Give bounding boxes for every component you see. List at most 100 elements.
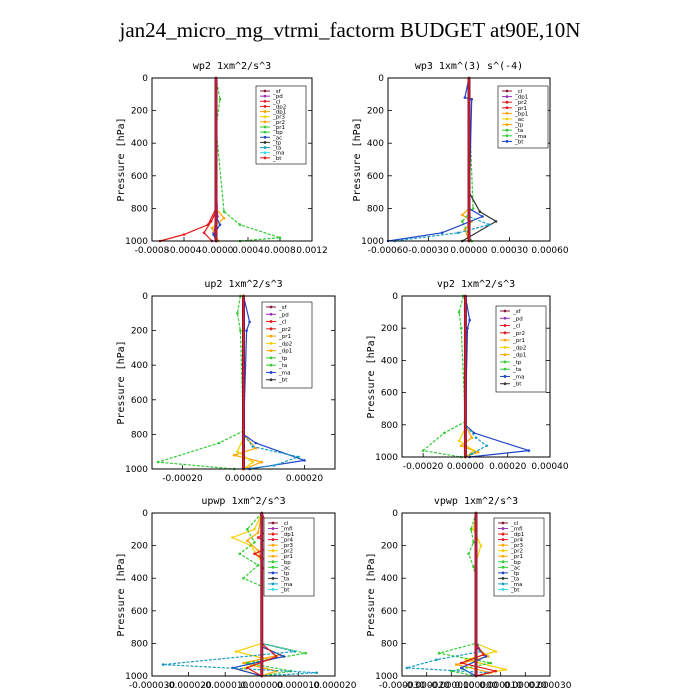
legend-entry: _bp1 bbox=[514, 111, 528, 117]
legend-entry: _cl bbox=[278, 320, 287, 326]
y-tick-label: 600 bbox=[131, 172, 148, 182]
legend-entry: _tp bbox=[272, 140, 282, 146]
data-point bbox=[272, 464, 276, 467]
y-tick-label: 200 bbox=[381, 542, 398, 552]
legend-entry: _pr2 bbox=[514, 100, 527, 106]
legend-entry: _pr3 bbox=[510, 543, 524, 549]
legend-marker bbox=[501, 560, 505, 564]
legend-marker bbox=[501, 532, 505, 536]
legend-marker bbox=[271, 532, 275, 536]
legend-marker bbox=[503, 375, 507, 378]
x-tick-label: -0.0004 bbox=[167, 246, 202, 256]
legend-entry: _pr1 bbox=[510, 554, 523, 560]
x-tick-label: 0.00060 bbox=[531, 246, 568, 256]
legend-entry: _ta bbox=[280, 576, 289, 582]
data-point bbox=[278, 236, 282, 239]
data-point bbox=[297, 455, 300, 459]
x-tick-label: 0.0004 bbox=[232, 246, 264, 256]
data-point bbox=[182, 233, 186, 236]
data-point bbox=[212, 233, 215, 236]
data-point bbox=[494, 669, 498, 673]
legend-entry: _ma bbox=[278, 370, 290, 376]
legend-marker bbox=[505, 100, 509, 104]
data-point bbox=[471, 207, 475, 210]
legend-marker bbox=[505, 106, 509, 110]
x-tick-label: 0.00040 bbox=[531, 462, 568, 472]
legend-entry: _sf bbox=[272, 89, 282, 95]
legend-entry: _tp bbox=[280, 571, 290, 577]
legend-marker bbox=[269, 334, 273, 338]
legend-entry: _ac bbox=[510, 565, 520, 571]
data-point bbox=[236, 312, 239, 315]
legend-marker bbox=[505, 112, 509, 115]
data-point bbox=[405, 666, 409, 670]
panel-title: vpwp 1xm^2/s^3 bbox=[434, 496, 518, 507]
x-tick-label: 0.00000 bbox=[225, 474, 262, 484]
y-axis-label: Pressure [hPa] bbox=[116, 117, 127, 201]
data-point bbox=[440, 231, 444, 235]
data-point bbox=[494, 220, 498, 223]
data-point bbox=[256, 536, 260, 539]
legend-entry: _tp bbox=[278, 356, 288, 362]
y-axis-label: Pressure [hPa] bbox=[116, 340, 127, 424]
series-line-pr1 bbox=[456, 513, 491, 677]
legend-entry: _sf bbox=[278, 305, 288, 311]
y-tick-label: 400 bbox=[381, 574, 398, 584]
legend-marker bbox=[505, 95, 509, 98]
x-tick-label: 0.000020 bbox=[314, 681, 357, 691]
y-tick-label: 400 bbox=[131, 139, 148, 149]
series-line-ma bbox=[394, 78, 492, 242]
legend-entry: _tp bbox=[512, 360, 522, 366]
y-tick-label: 400 bbox=[381, 356, 398, 366]
data-point bbox=[242, 576, 245, 580]
data-point bbox=[421, 449, 425, 452]
data-point bbox=[253, 528, 256, 531]
y-tick-label: 1000 bbox=[361, 237, 384, 247]
legend-entry: _cl bbox=[512, 324, 521, 330]
data-point bbox=[217, 441, 221, 445]
legend-marker bbox=[503, 316, 507, 320]
data-point bbox=[248, 320, 251, 324]
y-tick-label: 400 bbox=[367, 139, 384, 149]
legend-marker bbox=[501, 554, 505, 558]
legend-marker bbox=[503, 331, 507, 335]
chart-panel-6: vpwp 1xm^2/s^3 Pressure [hPa] 0 200 400 600 80… bbox=[366, 496, 572, 691]
data-point bbox=[218, 97, 222, 101]
data-point bbox=[253, 541, 256, 544]
legend-marker bbox=[263, 156, 267, 160]
data-point bbox=[459, 444, 463, 448]
x-tick-label: -0.000020 bbox=[165, 681, 211, 691]
data-point bbox=[435, 658, 438, 661]
x-tick-label: -0.0008 bbox=[135, 246, 170, 256]
data-point bbox=[251, 445, 254, 448]
legend-entry: _dp1 bbox=[272, 110, 286, 116]
legend-marker bbox=[269, 312, 273, 316]
legend-entry: _bt bbox=[278, 378, 288, 384]
data-point bbox=[470, 97, 474, 101]
legend-entry: _bt bbox=[512, 382, 522, 388]
y-axis-label: Pressure [hPa] bbox=[366, 552, 377, 636]
legend-marker bbox=[501, 582, 505, 586]
data-point bbox=[504, 668, 507, 671]
panel-title: wp2 1xm^2/s^3 bbox=[193, 61, 271, 72]
y-tick-label: 200 bbox=[381, 324, 398, 334]
data-point bbox=[481, 215, 484, 218]
data-point bbox=[282, 655, 286, 658]
legend-entry: _pr1 bbox=[512, 338, 525, 344]
y-tick-label: 0 bbox=[392, 292, 398, 302]
data-point bbox=[461, 213, 464, 217]
x-tick-label: 0.000010 bbox=[277, 681, 320, 691]
legend-marker bbox=[271, 560, 275, 564]
legend-entry: _pr2 bbox=[510, 549, 523, 555]
legend-marker bbox=[263, 125, 267, 129]
series-line-pr2 bbox=[232, 296, 264, 470]
legend-marker bbox=[271, 565, 275, 569]
figure-title: jan24_micro_mg_vtrmi_factorm BUDGET at90… bbox=[119, 18, 581, 42]
legend-entry: _dp1 bbox=[510, 532, 524, 538]
data-point bbox=[527, 449, 531, 452]
data-point bbox=[256, 549, 260, 552]
data-point bbox=[253, 552, 256, 556]
y-tick-label: 600 bbox=[367, 172, 384, 182]
legend-entry: _dp1 bbox=[280, 532, 294, 538]
y-tick-label: 200 bbox=[131, 107, 148, 117]
